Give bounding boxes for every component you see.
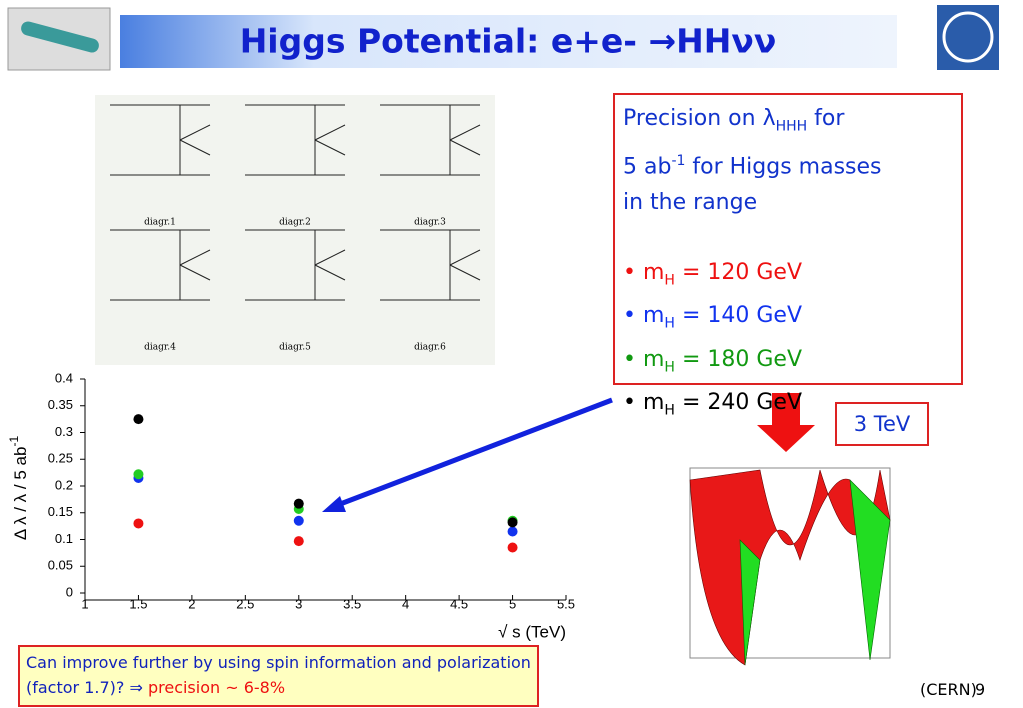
sup: -1 <box>671 153 686 170</box>
diagram-caption: diagr.3 <box>414 218 446 228</box>
mass-symbol: m <box>642 259 665 285</box>
y-tick-label: 0.3 <box>55 424 73 439</box>
y-axis-label-main: Δ λ / λ / 5 ab <box>11 447 30 541</box>
diagram-caption: diagr.2 <box>279 218 311 228</box>
mass-item: • mH = 140 GeV <box>623 298 953 341</box>
lambda-sub: HHH <box>775 118 808 135</box>
data-point <box>293 498 304 509</box>
mass-sub: H <box>664 315 675 332</box>
precision-box: Precision on λHHH for 5 ab-1 for Higgs m… <box>613 93 963 418</box>
mass-value: = 240 GeV <box>674 389 802 415</box>
mass-symbol: m <box>642 389 665 415</box>
lambda: λ <box>762 106 776 131</box>
y-axis-label: Δ λ / λ / 5 ab-1 <box>7 436 30 541</box>
x-tick-label: 4.5 <box>450 596 468 611</box>
x-tick-label: 4 <box>402 596 409 611</box>
y-tick-label: 0.2 <box>55 477 73 492</box>
text: 5 ab <box>623 154 672 180</box>
data-point <box>507 526 518 537</box>
data-point <box>133 414 144 425</box>
diagram-caption: diagr.6 <box>414 343 446 353</box>
pointer-arrow <box>334 397 613 509</box>
x-axis-label: √ s (TeV) <box>498 622 566 641</box>
x-tick-label: 1.5 <box>129 596 147 611</box>
data-point <box>507 517 518 528</box>
y-tick-label: 0.25 <box>48 451 73 466</box>
x-tick-label: 3 <box>295 596 302 611</box>
energy-label: 3 TeV <box>835 402 929 446</box>
diagram-line <box>380 104 481 176</box>
diagram-line <box>110 229 211 301</box>
diagram-caption: diagr.1 <box>144 218 176 228</box>
mass-item: • mH = 240 GeV <box>623 385 953 428</box>
cern-logo-ring <box>942 11 994 63</box>
pointer-arrowhead <box>322 496 346 512</box>
text: Precision on <box>623 106 763 131</box>
y-tick-label: 0.35 <box>48 397 73 412</box>
x-tick-label: 5 <box>509 596 516 611</box>
diagram-line <box>245 229 346 301</box>
data-point <box>507 542 518 553</box>
mass-sub: H <box>664 358 675 375</box>
precision-line: 5 ab-1 for Higgs masses <box>623 144 953 184</box>
diagram-line <box>380 229 481 301</box>
note-box: Can improve further by using spin inform… <box>18 645 539 707</box>
title-bar <box>120 15 897 68</box>
mass-value: = 120 GeV <box>674 259 802 285</box>
potential-surface <box>689 467 891 666</box>
mass-item: • mH = 120 GeV <box>623 255 953 298</box>
bullet: • <box>623 346 636 372</box>
data-point <box>293 536 304 547</box>
x-tick-label: 2.5 <box>236 596 254 611</box>
x-tick-label: 2 <box>188 596 195 611</box>
precision-line: in the range <box>623 189 758 215</box>
mass-symbol: m <box>642 346 665 372</box>
source: (CERN) <box>920 680 977 699</box>
y-tick-label: 0.05 <box>48 558 73 573</box>
spacer <box>623 220 953 255</box>
surface-green <box>739 479 891 666</box>
slide-title: Higgs Potential: e+e- →HHνν <box>240 22 777 61</box>
logo-detector-shape <box>21 21 99 53</box>
diagram-line <box>245 104 346 176</box>
diagram-line <box>110 104 211 176</box>
data-point <box>133 518 144 529</box>
y-tick-label: 0 <box>66 584 73 599</box>
data-point <box>293 515 304 526</box>
note-text: Can improve further by using spin inform… <box>26 653 531 697</box>
text: for Higgs masses <box>685 154 882 180</box>
x-tick-label: 3.5 <box>343 596 361 611</box>
x-tick-label: 1 <box>81 596 88 611</box>
bullet: • <box>623 303 636 329</box>
mass-sub: H <box>664 272 675 289</box>
diagram-caption: diagr.5 <box>279 343 311 353</box>
bullet: • <box>623 389 636 415</box>
mass-value: = 140 GeV <box>674 303 802 329</box>
diagram-caption: diagr.4 <box>144 343 176 353</box>
cern-logo <box>937 5 999 70</box>
note-highlight: precision ~ 6-8% <box>142 678 286 697</box>
mass-sub: H <box>664 402 675 419</box>
y-axis-label-sup: -1 <box>7 436 21 447</box>
bullet: • <box>623 259 636 285</box>
surface-box <box>689 467 891 659</box>
text: for <box>807 106 845 131</box>
data-point <box>133 469 144 480</box>
mass-symbol: m <box>642 303 665 329</box>
mass-value: = 180 GeV <box>674 346 802 372</box>
y-tick-label: 0.1 <box>55 531 73 546</box>
mass-item: • mH = 180 GeV <box>623 342 953 385</box>
diagram-lines <box>110 104 481 301</box>
precision-line: Precision on λHHH for <box>623 101 953 144</box>
y-tick-label: 0.4 <box>55 370 73 385</box>
y-tick-label: 0.15 <box>48 504 73 519</box>
down-arrow <box>757 393 815 452</box>
mass-list: • mH = 120 GeV • mH = 140 GeV • mH = 180 G… <box>623 255 953 429</box>
y-axis-label-group: Δ λ / λ / 5 ab-1 <box>7 436 30 541</box>
x-tick-label: 5.5 <box>557 596 575 611</box>
page-number: 9 <box>975 680 986 699</box>
